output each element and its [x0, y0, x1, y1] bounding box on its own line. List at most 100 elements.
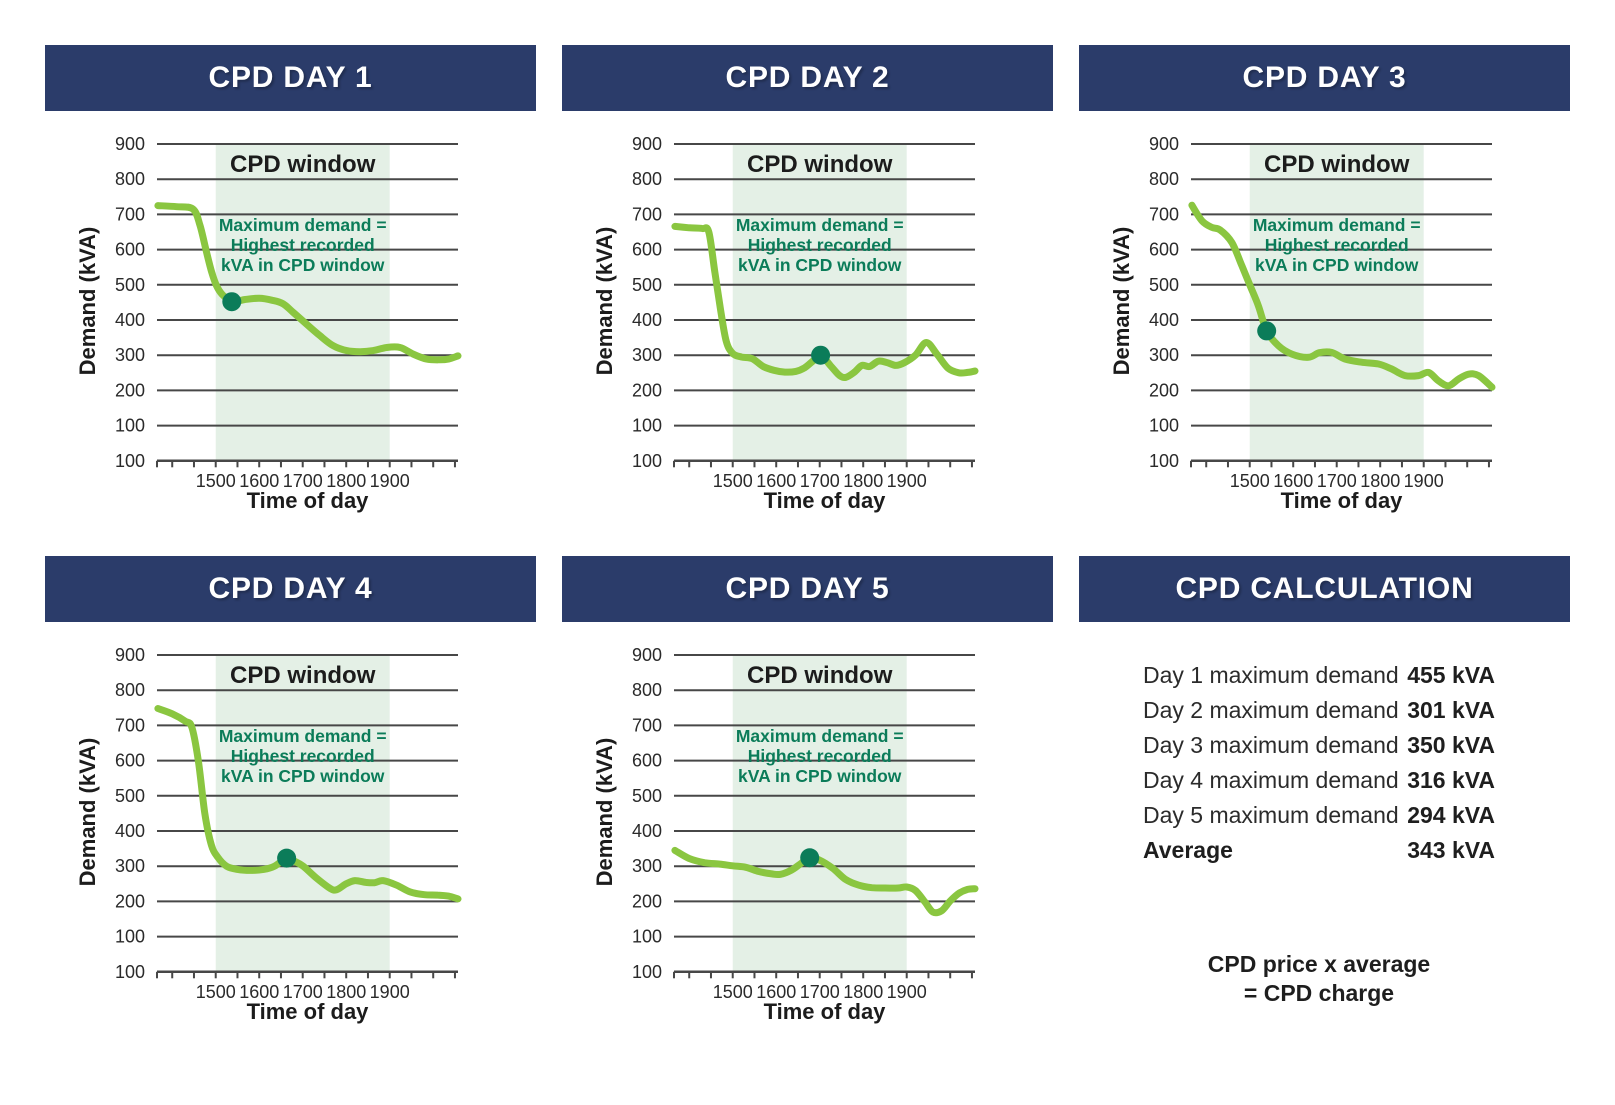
panel-title-calculation: CPD CALCULATION: [1175, 572, 1474, 605]
y-tick-label: 600: [632, 751, 662, 771]
x-tick-label: 1600: [239, 982, 279, 1002]
calc-row: Day 5 maximum demand 294 kVA: [1143, 798, 1495, 833]
y-tick-label: 300: [115, 345, 145, 365]
x-tick-label: 1700: [800, 471, 840, 491]
x-tick-label: 1800: [843, 471, 883, 491]
panel-day1: CPD DAY 1 900 800 700 600 500 400 300 200 100 100…: [45, 45, 536, 513]
y-tick-label: 100: [632, 927, 662, 947]
max-demand-dot: [222, 292, 242, 312]
max-demand-dot: [277, 848, 297, 868]
x-tick-label: 1500: [713, 982, 753, 1002]
y-tick-label: 500: [632, 275, 662, 295]
max-demand-annotation: kVA in CPD window: [1255, 255, 1419, 275]
max-demand-annotation: kVA in CPD window: [738, 766, 902, 786]
y-tick-label: 300: [632, 856, 662, 876]
panel-title-day5: CPD DAY 5: [725, 572, 890, 605]
x-tick-label: 1500: [713, 471, 753, 491]
y-tick-label: 800: [1149, 169, 1179, 189]
x-tick-label: 1500: [196, 982, 236, 1002]
cpd-window-region: [732, 655, 907, 972]
max-demand-annotation: kVA in CPD window: [221, 766, 385, 786]
y-tick-label: 100: [1149, 416, 1179, 436]
x-tick-label: 1700: [283, 982, 323, 1002]
formula-line-2: = CPD charge: [1243, 980, 1395, 1006]
x-tick-label: 1900: [1404, 471, 1444, 491]
formula-line-1: CPD price x average: [1207, 951, 1431, 977]
calc-row: Average 343 kVA: [1143, 833, 1495, 868]
max-demand-annotation: Highest recorded: [748, 746, 892, 766]
panel-day5: CPD DAY 5 900 800 700 600 500 400 300 200 100 100…: [562, 556, 1053, 1060]
y-tick-label: 100: [632, 962, 662, 982]
y-tick-label: 200: [115, 380, 145, 400]
calculation-table: Day 1 maximum demand 455 kVA Day 2 maximum…: [1143, 658, 1495, 868]
cpd-window-region: [732, 144, 907, 461]
y-tick-label: 400: [115, 821, 145, 841]
x-axis-title: Time of day: [764, 999, 887, 1024]
y-tick-label: 600: [1149, 240, 1179, 260]
max-demand-annotation: kVA in CPD window: [221, 255, 385, 275]
x-tick-label: 1800: [843, 982, 883, 1002]
demand-chart-day3: 900 800 700 600 500 400 300 200 100 100 1500 1600 17…: [1109, 134, 1496, 513]
y-tick-label: 100: [115, 416, 145, 436]
calc-row-label: Day 1 maximum demand: [1143, 662, 1399, 688]
max-demand-annotation: Highest recorded: [231, 235, 375, 255]
x-axis-title: Time of day: [247, 488, 370, 513]
y-tick-label: 900: [632, 134, 662, 154]
y-tick-label: 700: [632, 204, 662, 224]
y-tick-label: 400: [632, 821, 662, 841]
calc-row-value: 294 kVA: [1407, 802, 1495, 828]
y-axis-title: Demand (kVA): [1109, 227, 1134, 376]
max-demand-annotation: Maximum demand =: [219, 215, 387, 235]
y-tick-label: 300: [1149, 345, 1179, 365]
y-tick-label: 500: [115, 275, 145, 295]
panel-day3: CPD DAY 3 900 800 700 600 500 400 300 200 100 100…: [1079, 45, 1570, 513]
y-tick-label: 100: [115, 927, 145, 947]
panel-title-day3: CPD DAY 3: [1242, 61, 1407, 94]
x-tick-label: 1800: [1360, 471, 1400, 491]
calc-row-value: 301 kVA: [1407, 697, 1495, 723]
panel-day4: CPD DAY 4 900 800 700 600 500 400 300 200 100 100…: [45, 556, 536, 1060]
x-tick-label: 1700: [800, 982, 840, 1002]
x-tick-label: 1600: [756, 471, 796, 491]
y-tick-label: 300: [632, 345, 662, 365]
y-tick-label: 200: [115, 891, 145, 911]
y-tick-label: 500: [632, 786, 662, 806]
calc-row-label: Average: [1143, 837, 1233, 863]
max-demand-annotation: Maximum demand =: [1253, 215, 1421, 235]
calc-row-value: 343 kVA: [1407, 837, 1495, 863]
panel-header-day1: CPD DAY 1: [45, 45, 536, 111]
y-tick-label: 700: [1149, 204, 1179, 224]
panel-header-day2: CPD DAY 2: [562, 45, 1053, 111]
x-tick-label: 1700: [1317, 471, 1357, 491]
x-tick-label: 1900: [887, 982, 927, 1002]
max-demand-annotation: Maximum demand =: [736, 726, 904, 746]
calc-row-label: Day 3 maximum demand: [1143, 732, 1399, 758]
cpd-window-label: CPD window: [230, 151, 376, 178]
x-tick-label: 1500: [196, 471, 236, 491]
calc-row-label: Day 2 maximum demand: [1143, 697, 1399, 723]
panel-calculation: CPD CALCULATION Day 1 maximum demand 455 …: [1079, 556, 1570, 1060]
y-tick-label: 800: [632, 680, 662, 700]
x-tick-label: 1600: [756, 982, 796, 1002]
y-tick-label: 700: [632, 715, 662, 735]
calc-row-value: 316 kVA: [1407, 767, 1495, 793]
calc-row: Day 3 maximum demand 350 kVA: [1143, 728, 1495, 763]
x-tick-label: 1600: [239, 471, 279, 491]
cpd-window-region: [215, 655, 390, 972]
max-demand-annotation: Highest recorded: [748, 235, 892, 255]
max-demand-annotation: Maximum demand =: [736, 215, 904, 235]
y-tick-label: 600: [632, 240, 662, 260]
x-axis-title: Time of day: [247, 999, 370, 1024]
demand-chart-day4: 900 800 700 600 500 400 300 200 100 100 1500 1600 17…: [75, 645, 462, 1024]
y-tick-label: 200: [1149, 380, 1179, 400]
demand-chart-day2: 900 800 700 600 500 400 300 200 100 100 1500 1600 17…: [592, 134, 979, 513]
max-demand-annotation: Maximum demand =: [219, 726, 387, 746]
y-tick-label: 800: [632, 169, 662, 189]
y-tick-label: 500: [1149, 275, 1179, 295]
y-tick-label: 100: [115, 962, 145, 982]
y-tick-label: 900: [632, 645, 662, 665]
max-demand-annotation: Highest recorded: [1265, 235, 1409, 255]
demand-chart-day5: 900 800 700 600 500 400 300 200 100 100 1500 1600 17…: [592, 645, 979, 1024]
panel-title-day1: CPD DAY 1: [208, 61, 373, 94]
